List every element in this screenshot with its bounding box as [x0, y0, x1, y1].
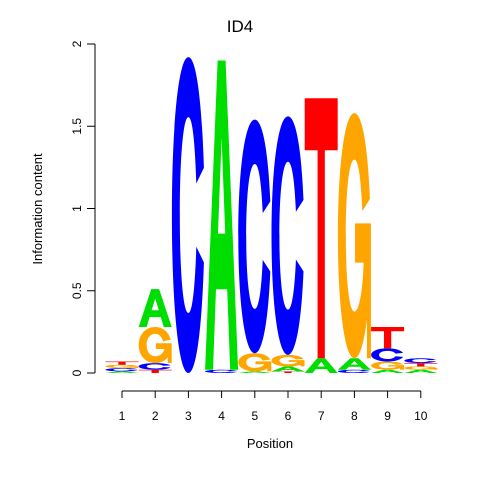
letter-a-pos5 — [238, 371, 272, 373]
x-tick-label: 10 — [414, 409, 428, 423]
chart-title: ID4 — [227, 17, 253, 36]
letter-a-pos2 — [138, 289, 172, 327]
y-tick-label: 1.5 — [70, 118, 84, 135]
letter-c-pos6 — [271, 116, 304, 355]
y-axis-label: Information content — [30, 153, 45, 265]
y-tick-label: 0.5 — [70, 282, 84, 299]
x-axis-label: Position — [247, 436, 293, 451]
letter-a-pos7 — [304, 358, 338, 373]
logo-letters — [105, 57, 438, 373]
x-tick-label: 8 — [351, 409, 358, 423]
letter-g-pos5 — [238, 353, 272, 372]
letter-g-pos9 — [371, 361, 405, 370]
x-tick-label: 5 — [251, 409, 258, 423]
letter-c-pos3 — [171, 57, 204, 373]
letter-g-pos8 — [337, 113, 371, 359]
letter-c-pos4 — [205, 369, 238, 373]
letter-c-pos9 — [371, 348, 404, 362]
x-tick-label: 4 — [218, 409, 225, 423]
letter-a-pos6 — [271, 366, 305, 372]
letter-g-pos10 — [404, 366, 438, 370]
letter-a-pos1 — [105, 371, 139, 373]
letter-g-pos2 — [138, 326, 172, 364]
letter-c-pos5 — [238, 119, 271, 354]
letter-c-pos8 — [337, 369, 370, 373]
letter-a-pos8 — [337, 358, 371, 370]
x-tick-label: 9 — [384, 409, 391, 423]
letter-g-pos1 — [105, 364, 139, 369]
letter-t-pos10 — [404, 363, 438, 367]
y-tick-label: 0 — [70, 369, 84, 376]
letter-t-pos2 — [138, 369, 172, 373]
x-tick-label: 3 — [185, 409, 192, 423]
letter-a-pos9 — [371, 369, 405, 373]
letter-g-pos6 — [271, 354, 305, 367]
x-tick-label: 7 — [318, 409, 325, 423]
letter-c-pos10 — [404, 358, 437, 364]
x-tick-label: 6 — [285, 409, 292, 423]
letter-t-pos9 — [371, 326, 405, 349]
letter-a-pos4 — [205, 60, 239, 370]
letter-t-pos1 — [105, 361, 139, 365]
x-tick-label: 1 — [119, 409, 126, 423]
y-tick-label: 1 — [70, 205, 84, 212]
letter-c-pos2 — [138, 363, 171, 370]
x-tick-label: 2 — [152, 409, 159, 423]
letter-t-pos6 — [271, 371, 305, 373]
letter-t-pos7 — [304, 98, 338, 359]
y-tick-label: 2 — [70, 40, 84, 47]
letter-c-pos1 — [105, 368, 138, 372]
x-axis: 1 2 3 4 5 6 7 8 9 10 — [119, 390, 428, 423]
letter-a-pos10 — [404, 369, 438, 373]
y-axis: 0 0.5 1 1.5 2 — [70, 40, 96, 376]
